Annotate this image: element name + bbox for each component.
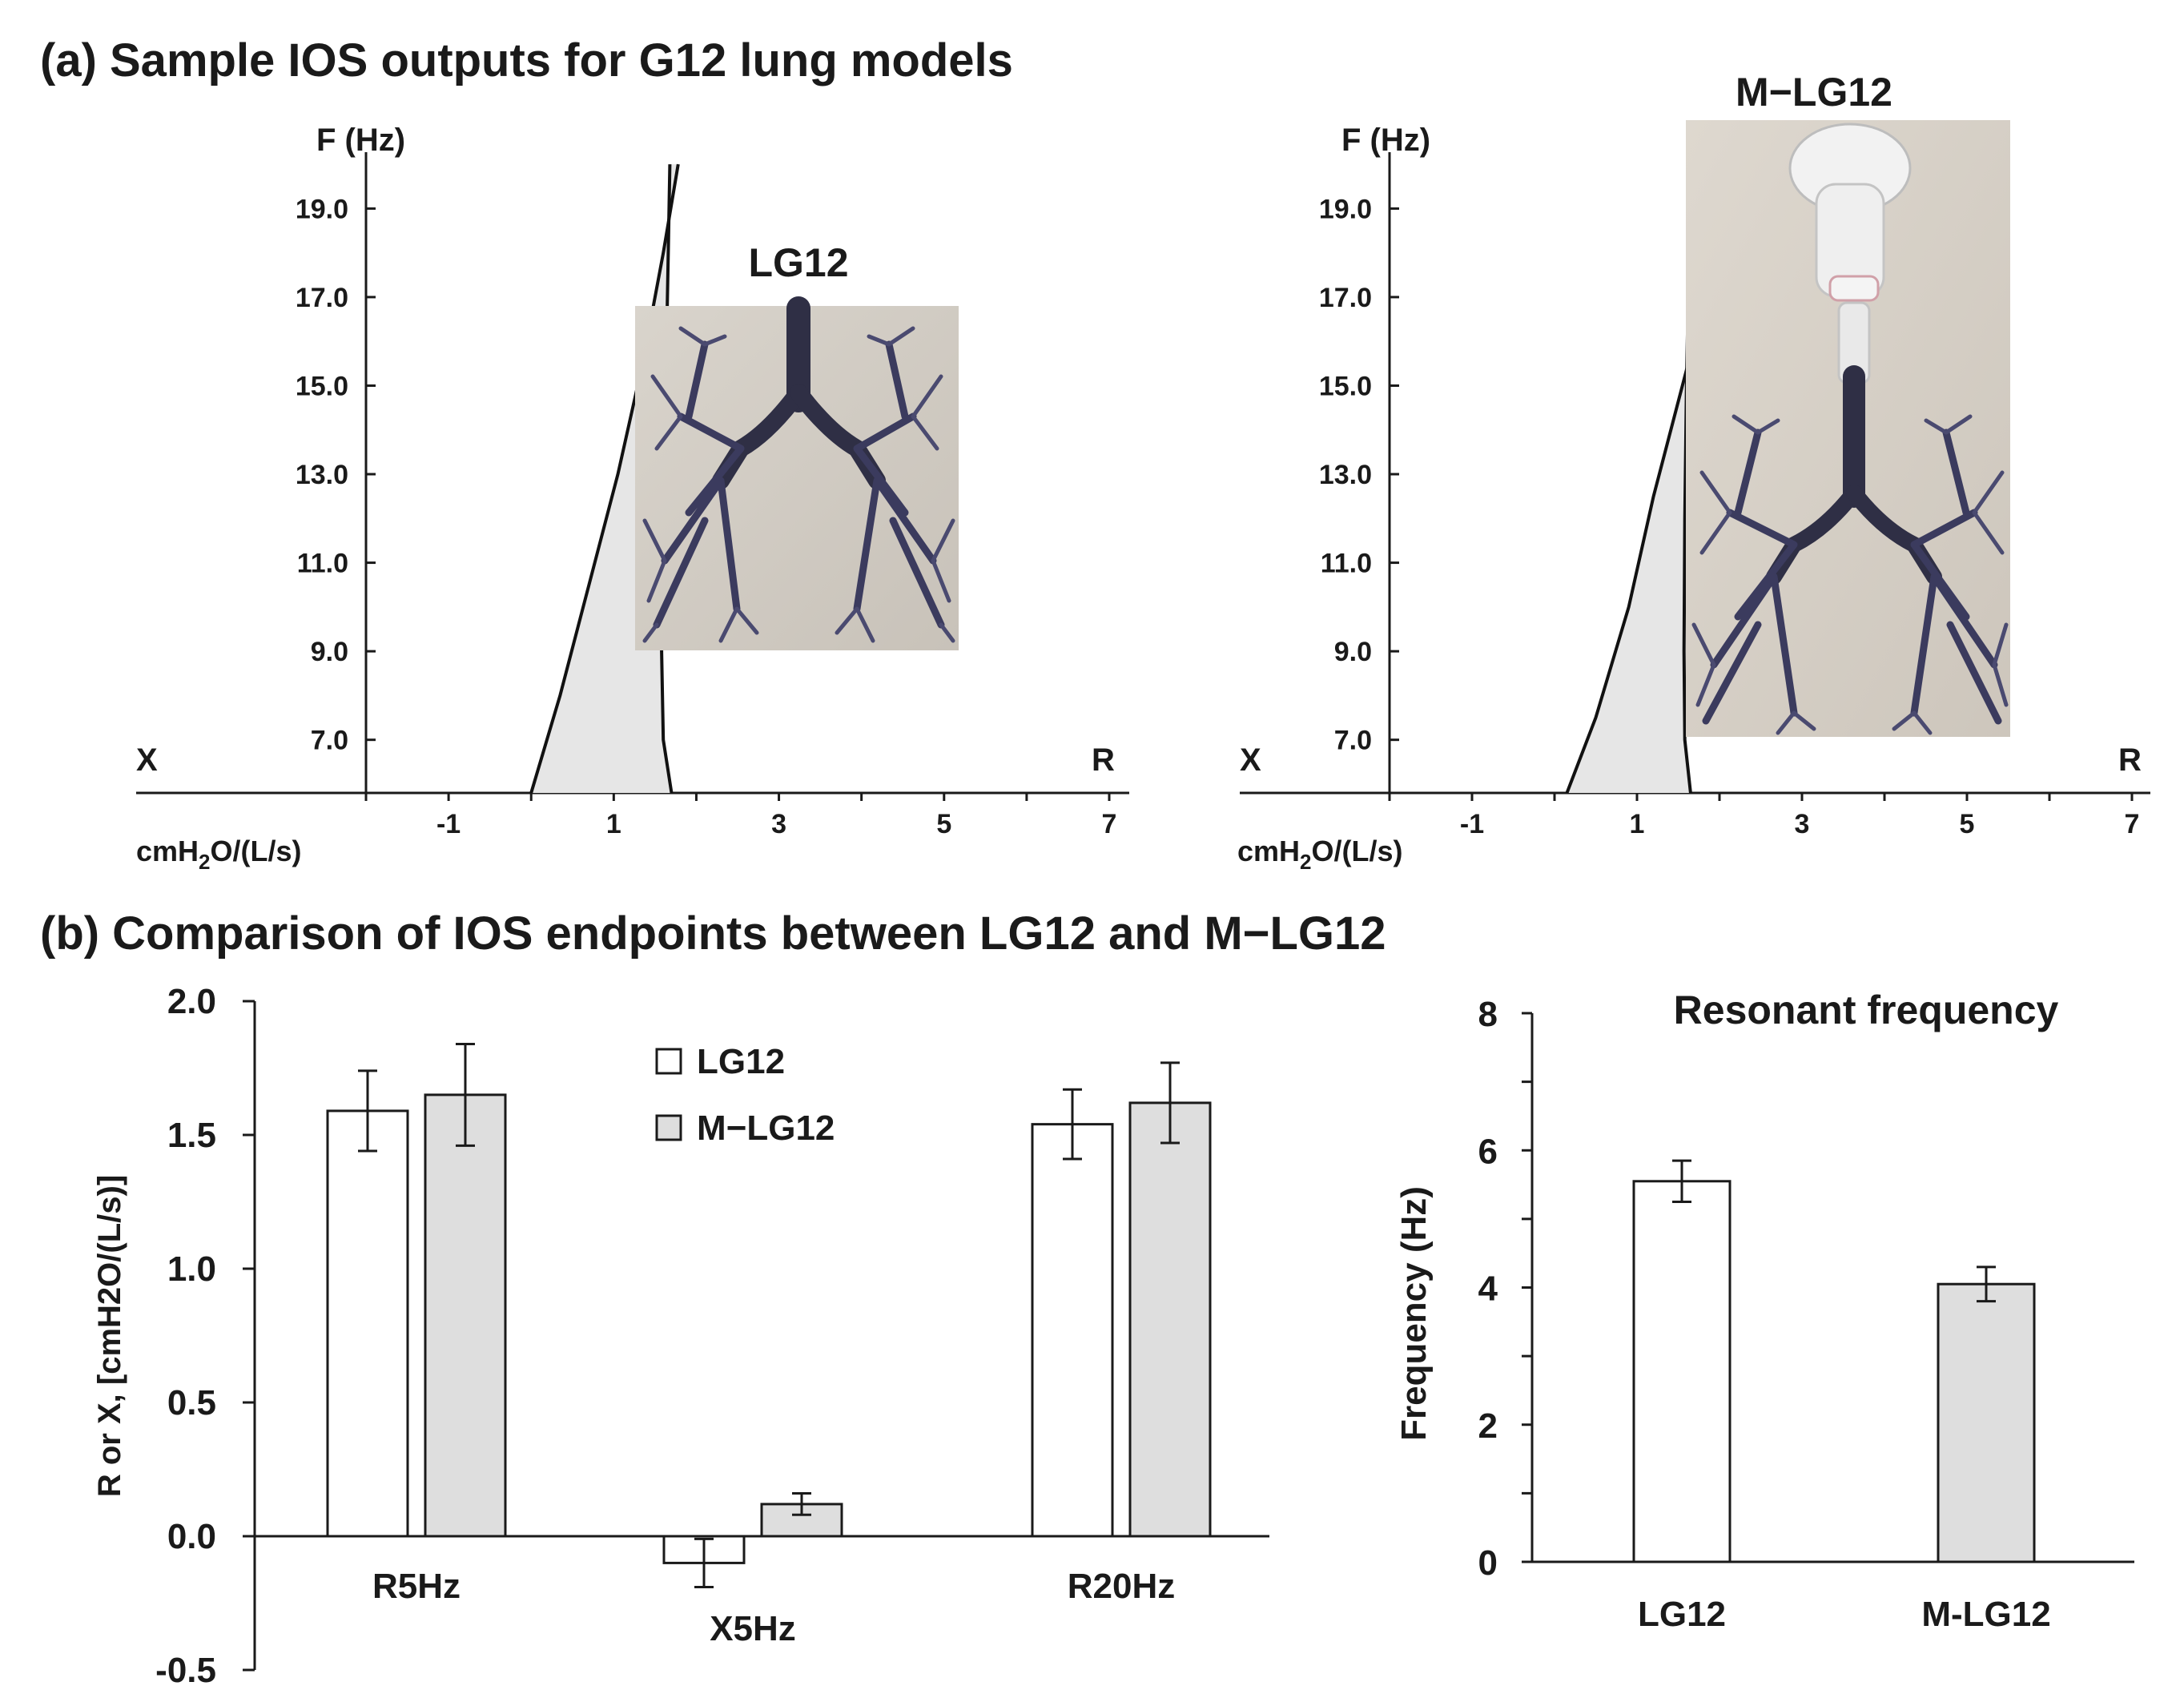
bar-chart-resonant-frequency: Resonant frequency Frequency (Hz) 02468 … bbox=[1394, 988, 2134, 1634]
x-axis-label-r: R bbox=[1092, 742, 1115, 778]
bar-r5hz-lg12 bbox=[326, 1109, 409, 1538]
y-tick-label: 19.0 bbox=[296, 194, 348, 224]
y-tick-label: 11.0 bbox=[297, 549, 348, 579]
error-bar bbox=[358, 1069, 377, 1153]
legend: LG12 M−LG12 bbox=[655, 1042, 835, 1148]
bar-r20hz-lg12 bbox=[1031, 1123, 1114, 1538]
y-tick-label: 13.0 bbox=[1319, 460, 1372, 490]
legend-swatch-m-lg12 bbox=[655, 1114, 682, 1141]
photo-label-lg12: LG12 bbox=[748, 240, 848, 285]
y-tick-label: 8 bbox=[1478, 995, 1498, 1034]
bars bbox=[326, 1042, 1212, 1588]
x-tick-label: 5 bbox=[936, 809, 951, 839]
photo-label-m-lg12: M−LG12 bbox=[1736, 70, 1892, 115]
legend-swatch-lg12 bbox=[655, 1048, 682, 1075]
y-tick-label: 6 bbox=[1478, 1132, 1498, 1171]
x-tick-label: 7 bbox=[1102, 809, 1117, 839]
legend-label-lg12: LG12 bbox=[697, 1042, 785, 1081]
category-label: M-LG12 bbox=[1921, 1595, 2050, 1634]
x-tick-label: -1 bbox=[1460, 809, 1484, 839]
y-ticks: 7.0 9.0 11.0 13.0 15.0 17.0 19.0 bbox=[296, 194, 376, 756]
shaded-area bbox=[1567, 275, 1711, 793]
x-tick-label: 5 bbox=[1960, 809, 1975, 839]
x-tick-label: -1 bbox=[436, 809, 461, 839]
y-tick-label: 0.0 bbox=[167, 1517, 216, 1556]
y-tick-label: 2.0 bbox=[167, 982, 216, 1021]
category-label: R5Hz bbox=[372, 1567, 461, 1606]
error-bar bbox=[456, 1042, 475, 1147]
panel-a-title: (a) Sample IOS outputs for G12 lung mode… bbox=[40, 34, 1013, 87]
panel-b-title: (b) Comparison of IOS endpoints between … bbox=[40, 907, 1386, 960]
y-tick-label: 15.0 bbox=[296, 371, 348, 401]
y-tick-label: 1.0 bbox=[167, 1249, 216, 1289]
bars bbox=[1632, 1159, 2036, 1563]
y-tick-label: 1.5 bbox=[167, 1116, 216, 1155]
y-tick-label: 2 bbox=[1478, 1406, 1498, 1446]
x-axis-label-x: X bbox=[1240, 742, 1261, 778]
y-tick-label: -0.5 bbox=[155, 1651, 216, 1690]
y-tick-label: 0.5 bbox=[167, 1383, 216, 1422]
y-axis-label-f: F (Hz) bbox=[316, 123, 405, 158]
x-unit-label: cmH2O/(L/s) bbox=[1237, 835, 1403, 874]
x-ticks: -1 1 3 5 7 bbox=[1388, 793, 2140, 839]
lung-model-photo-m-lg12: M−LG12 bbox=[1686, 70, 2010, 737]
reactance-curve bbox=[529, 163, 680, 794]
error-bar bbox=[792, 1492, 811, 1516]
error-bar bbox=[694, 1537, 714, 1588]
bar-lg12 bbox=[1632, 1180, 1732, 1563]
error-bar bbox=[1160, 1061, 1180, 1145]
y-tick-label: 11.0 bbox=[1321, 549, 1372, 579]
bar-r5hz-m-lg12 bbox=[424, 1093, 507, 1538]
y-tick-label: 7.0 bbox=[1334, 726, 1372, 756]
x-tick-label: 1 bbox=[606, 809, 621, 839]
x-ticks: -1 1 3 5 7 bbox=[364, 793, 1117, 839]
y-tick-label: 9.0 bbox=[1334, 637, 1372, 667]
bar-m-lg12 bbox=[1937, 1282, 2036, 1563]
lung-model-photo-lg12: LG12 bbox=[635, 240, 959, 650]
y-tick-label: 17.0 bbox=[1319, 283, 1372, 313]
y-axis-label: R or X, [cmH2O/(L/s)] bbox=[92, 1175, 127, 1497]
y-tick-label: 7.0 bbox=[311, 726, 348, 756]
y-tick-label: 0 bbox=[1478, 1543, 1498, 1583]
y-tick-label: 19.0 bbox=[1319, 194, 1372, 224]
x-axis-label-r: R bbox=[2118, 742, 2142, 778]
bar-r20hz-m-lg12 bbox=[1128, 1101, 1212, 1538]
chart-title: Resonant frequency bbox=[1674, 988, 2059, 1032]
legend-label-m-lg12: M−LG12 bbox=[697, 1109, 835, 1148]
y-ticks: 7.0 9.0 11.0 13.0 15.0 17.0 19.0 bbox=[1319, 194, 1399, 756]
x-axis-label-x: X bbox=[136, 742, 158, 778]
y-ticks: 0 2 4 6 8 bbox=[1478, 995, 1532, 1583]
y-tick-label: 17.0 bbox=[296, 283, 348, 313]
y-tick-label: 9.0 bbox=[311, 637, 348, 667]
x-tick-label: 7 bbox=[2125, 809, 2140, 839]
x-unit-label: cmH2O/(L/s) bbox=[136, 835, 302, 874]
category-labels: R5Hz X5Hz R20Hz bbox=[372, 1567, 1175, 1648]
x-tick-label: 1 bbox=[1630, 809, 1645, 839]
error-bar bbox=[1977, 1265, 1996, 1303]
category-labels: LG12 M-LG12 bbox=[1638, 1595, 2051, 1634]
category-label: X5Hz bbox=[710, 1609, 796, 1648]
error-bar bbox=[1672, 1159, 1691, 1203]
y-axis-label: Frequency (Hz) bbox=[1394, 1186, 1434, 1441]
category-label: R20Hz bbox=[1068, 1567, 1176, 1606]
y-axis-label-f: F (Hz) bbox=[1341, 123, 1430, 158]
error-bar bbox=[1063, 1088, 1082, 1161]
y-ticks: -0.5 0.0 0.5 1.0 1.5 2.0 bbox=[155, 982, 255, 1690]
ios-plot-lg12: F (Hz) X R cmH2O/(L/s) -1 1 3 5 7 7.0 9.0 11.0… bbox=[136, 123, 1129, 874]
x-tick-label: 3 bbox=[1795, 809, 1810, 839]
bar-chart-ios-endpoints: R or X, [cmH2O/(L/s)] -0.5 0.0 0.5 1.0 1.5 2.… bbox=[92, 982, 1269, 1690]
y-tick-label: 13.0 bbox=[296, 460, 348, 490]
y-tick-label: 4 bbox=[1478, 1269, 1498, 1309]
y-tick-label: 15.0 bbox=[1319, 371, 1372, 401]
x-tick-label: 3 bbox=[771, 809, 786, 839]
category-label: LG12 bbox=[1638, 1595, 1726, 1634]
